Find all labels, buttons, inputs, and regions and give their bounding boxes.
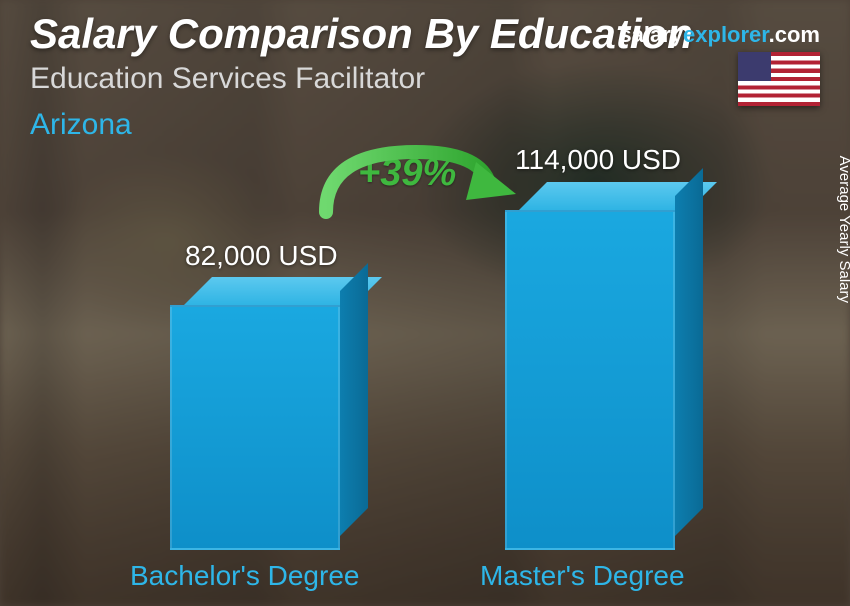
bar-front-face (505, 210, 675, 550)
bar-chart: Bachelor's Degree 82,000 USD Master's De… (0, 166, 850, 606)
bar-side-face (340, 263, 368, 536)
bar-value-bachelors: 82,000 USD (185, 240, 338, 272)
brand-part1: salary (619, 22, 683, 47)
flag-icon (738, 52, 820, 106)
bar-front-face (170, 305, 340, 550)
increase-arrow-icon (316, 142, 516, 227)
bar-value-masters: 114,000 USD (515, 144, 681, 176)
bar-label-masters: Master's Degree (480, 560, 685, 592)
brand-logo: salaryexplorer.com (619, 22, 820, 48)
chart-subtitle: Education Services Facilitator (30, 62, 425, 96)
brand-part3: .com (769, 22, 820, 47)
chart-location: Arizona (30, 108, 132, 142)
content-layer: Salary Comparison By Education Education… (0, 0, 850, 606)
bar-label-bachelors: Bachelor's Degree (130, 560, 359, 592)
bar-side-face (675, 168, 703, 536)
brand-part2: explorer (683, 22, 769, 47)
chart-title: Salary Comparison By Education (30, 10, 693, 58)
